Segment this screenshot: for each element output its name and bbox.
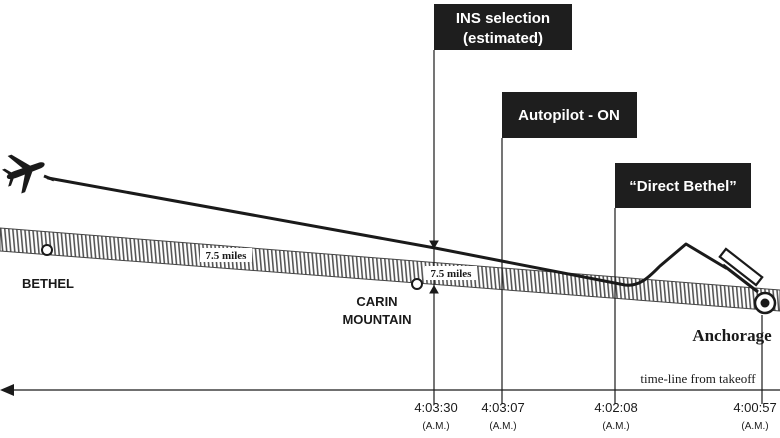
time-label-autopilot: 4:03:07 [481, 400, 524, 415]
autopilot-label: Autopilot - ON [518, 107, 620, 124]
actual-flight-path [46, 176, 728, 287]
ins-selection-callout [434, 4, 572, 50]
deviation-distance-label: 7.5 miles [431, 268, 473, 280]
carin-mountain-label-line1: CARIN [356, 294, 397, 309]
time-period-takeoff: (A.M.) [741, 421, 768, 432]
path-origin-mark [43, 174, 55, 182]
carin-mountain-label-line2: MOUNTAIN [342, 312, 411, 327]
airway-corridor [0, 227, 780, 312]
deviation-arrows [429, 240, 439, 294]
time-period-direct-bethel: (A.M.) [602, 421, 629, 432]
direct-bethel-callout [615, 163, 751, 208]
anchorage-label: Anchorage [692, 326, 772, 345]
autopilot-callout [502, 92, 637, 138]
timeline-arrow-icon [0, 384, 14, 396]
timeline-caption: time-line from takeoff [640, 371, 756, 386]
direct-bethel-label: “Direct Bethel” [629, 178, 737, 195]
runway-icon [718, 247, 764, 287]
bethel-waypoint-icon [41, 244, 53, 256]
time-period-ins: (A.M.) [422, 421, 449, 432]
airplane-icon [2, 154, 45, 194]
corridor-width-label: 7.5 miles [206, 250, 248, 262]
time-label-ins: 4:03:30 [414, 400, 457, 415]
ins-selection-label: INS selection [456, 10, 550, 27]
bethel-label: BETHEL [22, 276, 74, 291]
ins-selection-sublabel: (estimated) [463, 30, 543, 47]
time-period-autopilot: (A.M.) [489, 421, 516, 432]
time-label-direct-bethel: 4:02:08 [594, 400, 637, 415]
carin-mountain-waypoint-icon [411, 278, 423, 290]
time-label-takeoff: 4:00:57 [733, 400, 776, 415]
